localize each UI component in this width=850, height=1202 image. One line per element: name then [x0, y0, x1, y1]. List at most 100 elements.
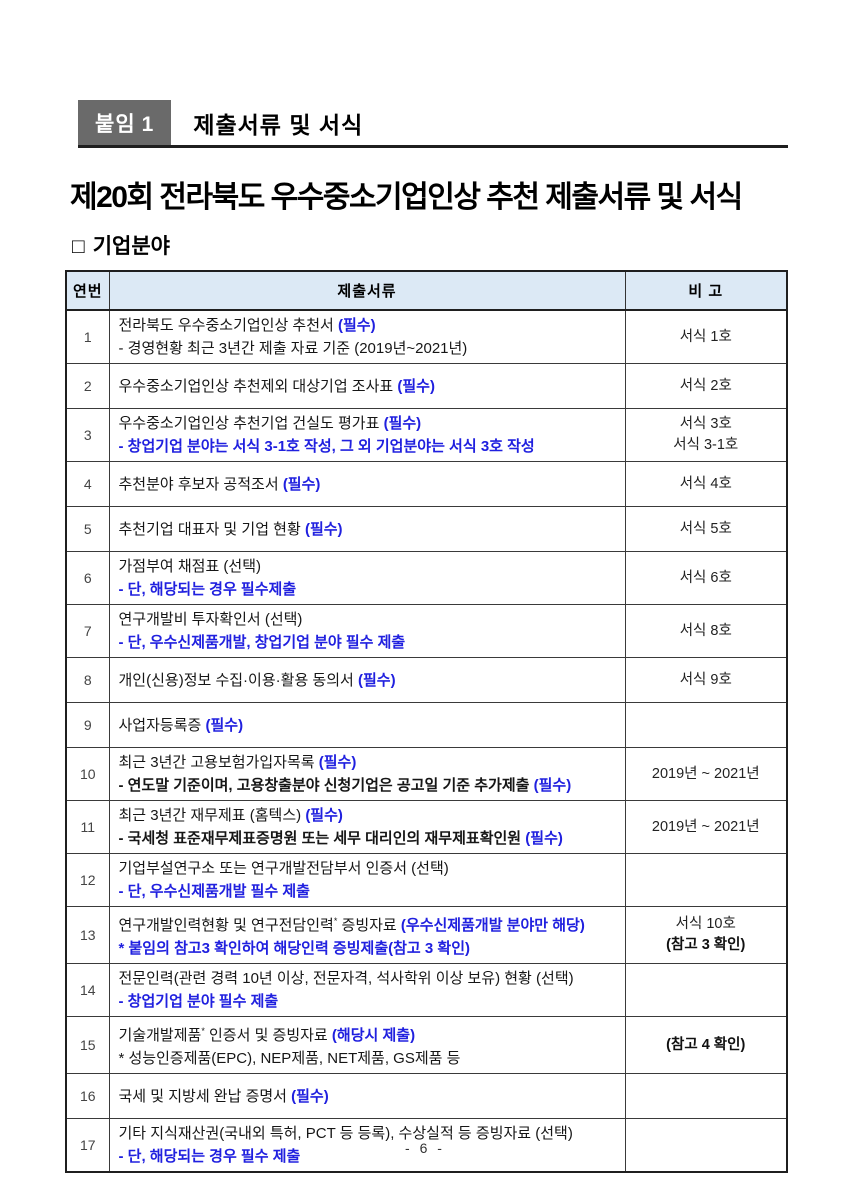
remark-cell: [624, 1073, 788, 1119]
subsection-heading: □ 기업분야: [72, 230, 170, 260]
submission-documents-table: 연번 제출서류 비 고 1 전라북도 우수중소기업인상 추천서 (필수) - 경영현…: [65, 270, 788, 1173]
doc-line: 기업부설연구소 또는 연구개발전담부서 인증서 (선택): [119, 857, 619, 880]
column-header-remark: 비 고: [624, 270, 788, 311]
text-segment: (필수): [318, 754, 357, 771]
text-segment: 인증서 및 증빙자료: [204, 1027, 332, 1044]
table-row: 1 전라북도 우수중소기업인상 추천서 (필수) - 경영현황 최근 3년간 제출 …: [65, 309, 788, 364]
row-number: 5: [65, 506, 110, 552]
doc-line: 최근 3년간 재무제표 (홈텍스) (필수): [119, 804, 619, 827]
doc-line: - 국세청 표준재무제표증명원 또는 세무 대리인의 재무제표확인원 (필수): [119, 827, 619, 850]
remark-line: 서식 6호: [679, 569, 732, 586]
text-segment: - 창업기업 분야 필수 제출: [118, 993, 279, 1010]
square-bullet-icon: □: [72, 235, 85, 258]
document-cell: 기술개발제품* 인증서 및 증빙자료 (해당시 제출) * 성능인증제품(EPC)…: [108, 1016, 626, 1074]
row-number: 17: [65, 1118, 110, 1173]
table-row: 17 기타 지식재산권(국내외 특허, PCT 등 등록), 수상실적 등 증빙자…: [65, 1118, 788, 1173]
text-segment: 기술개발제품: [118, 1027, 202, 1044]
doc-line: 사업자등록증 (필수): [119, 714, 619, 737]
row-number: 8: [65, 657, 110, 703]
column-header-no: 연번: [65, 270, 110, 311]
text-segment: (필수): [338, 317, 376, 334]
text-segment: * 성능인증제품(EPC), NEP제품, NET제품, GS제품 등: [118, 1050, 461, 1067]
text-segment: 가점부여 채점표 (선택): [118, 558, 262, 575]
document-cell: 추천분야 후보자 공적조서 (필수): [108, 461, 626, 507]
table-row: 12 기업부설연구소 또는 연구개발전담부서 인증서 (선택) - 단, 우수신제품…: [65, 853, 788, 907]
table-row: 10 최근 3년간 고용보험가입자목록 (필수) - 연도말 기준이며, 고용창출분…: [65, 747, 788, 801]
text-segment: - 단, 해당되는 경우 필수 제출: [118, 1148, 301, 1165]
doc-line: 전문인력(관련 경력 10년 이상, 전문자격, 석사학위 이상 보유) 현황 …: [119, 967, 619, 990]
text-segment: *: [333, 916, 338, 926]
text-segment: - 단, 우수신제품개발, 창업기업 분야 필수 제출: [118, 634, 406, 651]
row-number: 7: [65, 604, 110, 658]
text-segment: (필수): [205, 716, 244, 734]
row-number: 10: [65, 747, 110, 801]
document-cell: 전문인력(관련 경력 10년 이상, 전문자격, 석사학위 이상 보유) 현황 …: [108, 963, 626, 1017]
text-segment: 추천분야 후보자 공적조서: [118, 475, 283, 493]
text-segment: 연구개발비 투자확인서 (선택): [118, 611, 303, 628]
text-segment: 개인(신용)정보 수집·이용·활용 동의서: [118, 671, 358, 689]
text-segment: (필수): [525, 830, 563, 847]
remark-cell: 2019년 ~ 2021년: [624, 800, 788, 854]
doc-line: 개인(신용)정보 수집·이용·활용 동의서 (필수): [119, 669, 619, 692]
text-segment: 우수중소기업인상 추천기업 건실도 평가표: [118, 415, 384, 432]
text-segment: 기업부설연구소 또는 연구개발전담부서 인증서 (선택): [118, 860, 449, 877]
text-segment: (필수): [282, 475, 321, 493]
text-segment: (필수): [291, 1087, 329, 1105]
remark-cell: 서식 2호: [624, 363, 788, 409]
table-row: 8 개인(신용)정보 수집·이용·활용 동의서 (필수) 서식 9호: [65, 657, 788, 703]
document-cell: 국세 및 지방세 완납 증명서 (필수): [108, 1073, 626, 1119]
text-segment: *: [201, 1026, 205, 1036]
text-segment: - 경영현황 최근 3년간 제출 자료 기준 (2019년~2021년): [118, 340, 468, 357]
document-cell: 기타 지식재산권(국내외 특허, PCT 등 등록), 수상실적 등 증빙자료 …: [108, 1118, 626, 1173]
remark-cell: 서식 9호: [624, 657, 788, 703]
remark-cell: 서식 1호: [624, 309, 788, 364]
table-header-row: 연번 제출서류 비 고: [65, 270, 788, 311]
document-cell: 연구개발인력현황 및 연구전담인력* 증빙자료 (우수신제품개발 분야만 해당)…: [108, 906, 626, 964]
table-row: 11 최근 3년간 재무제표 (홈텍스) (필수) - 국세청 표준재무제표증명원 …: [65, 800, 788, 854]
document-cell: 추천기업 대표자 및 기업 현황 (필수): [108, 506, 626, 552]
doc-line: 연구개발인력현황 및 연구전담인력* 증빙자료 (우수신제품개발 분야만 해당): [119, 910, 619, 937]
text-segment: 연구개발인력현황 및 연구전담인력: [118, 917, 334, 934]
text-segment: - 국세청 표준재무제표증명원 또는 세무 대리인의 재무제표확인원: [118, 830, 526, 847]
doc-line: - 창업기업 분야는 서식 3-1호 작성, 그 외 기업분야는 서식 3호 작…: [119, 435, 619, 458]
text-segment: * 붙임의 참고3 확인하여 해당인력 증빙제출(참고 3 확인): [118, 940, 471, 957]
remark-cell: 서식 8호: [624, 604, 788, 658]
row-number: 16: [65, 1073, 110, 1119]
document-cell: 최근 3년간 고용보험가입자목록 (필수) - 연도말 기준이며, 고용창출분야 …: [108, 747, 626, 801]
text-segment: 최근 3년간 고용보험가입자목록: [118, 754, 319, 771]
text-segment: 추천기업 대표자 및 기업 현황: [118, 520, 305, 538]
subsection-label: 기업분야: [92, 235, 170, 258]
table-row: 14 전문인력(관련 경력 10년 이상, 전문자격, 석사학위 이상 보유) 현…: [65, 963, 788, 1017]
row-number: 3: [65, 408, 110, 462]
doc-line: - 단, 해당되는 경우 필수제출: [119, 578, 619, 601]
doc-line: - 창업기업 분야 필수 제출: [119, 990, 619, 1013]
remark-line: 서식 1호: [679, 328, 732, 345]
remark-cell: 서식 10호 (참고 3 확인): [624, 906, 788, 964]
row-number: 2: [65, 363, 110, 409]
doc-line: 우수중소기업인상 추천기업 건실도 평가표 (필수): [119, 412, 619, 435]
text-segment: - 연도말 기준이며, 고용창출분야 신청기업은 공고일 기준 추가제출: [118, 777, 534, 794]
attachment-badge: 붙임 1: [78, 100, 172, 145]
doc-line: - 단, 우수신제품개발 필수 제출: [119, 880, 619, 903]
doc-line: 추천기업 대표자 및 기업 현황 (필수): [119, 518, 619, 541]
document-cell: 우수중소기업인상 추천제외 대상기업 조사표 (필수): [108, 363, 626, 409]
table-row: 15 기술개발제품* 인증서 및 증빙자료 (해당시 제출) * 성능인증제품(EP…: [65, 1016, 788, 1074]
attachment-badge-label: 붙임: [95, 113, 136, 136]
document-cell: 최근 3년간 재무제표 (홈텍스) (필수) - 국세청 표준재무제표증명원 또는…: [108, 800, 626, 854]
text-segment: (필수): [357, 671, 396, 689]
remark-line: 서식 8호: [679, 622, 732, 639]
row-number: 15: [65, 1016, 110, 1074]
table-row: 4 추천분야 후보자 공적조서 (필수) 서식 4호: [65, 461, 788, 507]
text-segment: 사업자등록증: [118, 716, 206, 734]
table-row: 9 사업자등록증 (필수): [65, 702, 788, 748]
remark-cell: [624, 702, 788, 748]
document-cell: 전라북도 우수중소기업인상 추천서 (필수) - 경영현황 최근 3년간 제출 자…: [108, 309, 626, 364]
remark-line: 서식 4호: [679, 475, 732, 492]
doc-line: 기타 지식재산권(국내외 특허, PCT 등 등록), 수상실적 등 증빙자료 …: [119, 1122, 619, 1145]
text-segment: (우수신제품개발 분야만 해당): [400, 917, 585, 934]
table-row: 13 연구개발인력현황 및 연구전담인력* 증빙자료 (우수신제품개발 분야만 해…: [65, 906, 788, 964]
row-number: 6: [65, 551, 110, 605]
remark-line: 2019년 ~ 2021년: [651, 765, 760, 782]
remark-cell: (참고 4 확인): [624, 1016, 788, 1074]
text-segment: 전문인력(관련 경력 10년 이상, 전문자격, 석사학위 이상 보유) 현황 …: [118, 970, 574, 987]
